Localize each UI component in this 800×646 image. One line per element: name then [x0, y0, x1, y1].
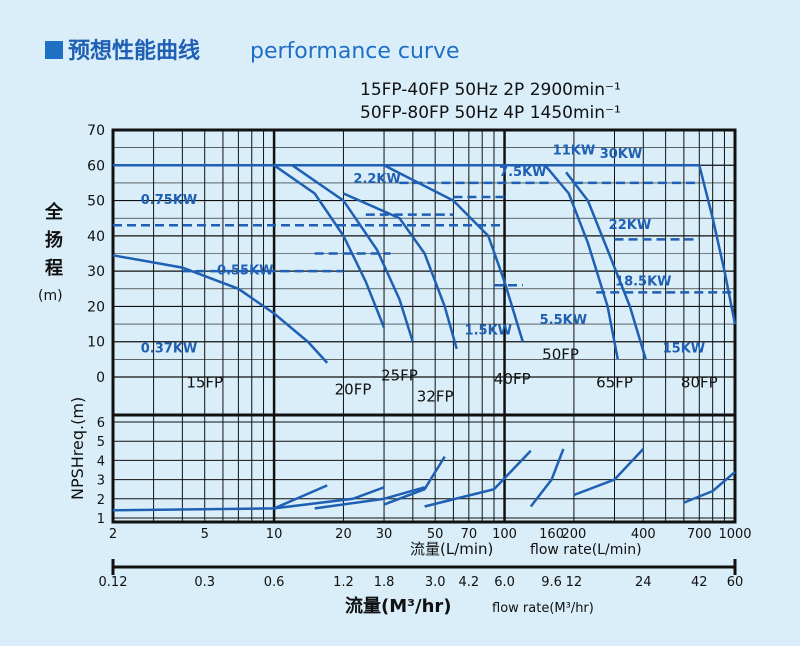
x-bottom-tick-6: 4.2 [458, 575, 479, 590]
title-en: performance curve [250, 39, 460, 64]
y-head-tick-3: 30 [87, 264, 105, 280]
grid [112, 129, 737, 522]
y-npsh-tick-2: 3 [97, 474, 105, 489]
power-label-11: 5.5KW [540, 313, 587, 328]
y-head-tick-6: 60 [87, 158, 105, 174]
x-top-tick-8: 160 [539, 527, 564, 542]
x-bottom-tick-12: 60 [727, 575, 744, 590]
x-bottom-tick-4: 1.8 [374, 575, 395, 590]
power-label-5: 7.5KW [499, 165, 546, 180]
power-label-9: 18.5KW [615, 274, 672, 289]
x-bottom-tick-3: 1.2 [333, 575, 354, 590]
y-npsh-tick-4: 5 [97, 435, 105, 450]
power-label-1: 0.55KW [217, 264, 274, 279]
y-npsh-tick-5: 6 [97, 416, 105, 431]
y-axis-head-unit: (m) [38, 288, 63, 304]
head-curve-40fp [383, 164, 524, 343]
model-label-15fp: 15FP [186, 374, 223, 392]
npsh-curve-25fp [314, 486, 425, 510]
x-bottom-tick-8: 9.6 [541, 575, 562, 590]
x-top-tick-7: 100 [492, 527, 517, 542]
x-top-tick-0: 2 [109, 527, 117, 542]
y-head-tick-0: 0 [96, 370, 105, 386]
x-top-tick-1: 5 [201, 527, 209, 542]
y-npsh-tick-1: 2 [97, 493, 105, 508]
npsh-curve-40fp [424, 449, 532, 508]
x-top-tick-6: 70 [461, 527, 478, 542]
curve-labels: 15FP 20FP 25FP 32FP 40FP 50FP 65FP 80FP 0.37KW 0.… [141, 144, 718, 406]
head-curve-50fp [544, 164, 620, 360]
model-label-20fp: 20FP [335, 381, 372, 399]
x-axis-bottom-unit-en: flow rate(M³/hr) [492, 601, 594, 616]
y-npsh-tick-0: 1 [97, 512, 105, 527]
y-head-tick-4: 40 [87, 229, 105, 245]
power-label-2: 0.75KW [141, 193, 198, 208]
x-top-tick-12: 1000 [718, 527, 751, 542]
y-axis-head-label: 全扬程 [44, 201, 64, 279]
head-curve-15fp [112, 254, 329, 364]
model-label-65fp: 65FP [596, 374, 633, 392]
npsh-curve-80fp [683, 470, 736, 504]
y-axis-npsh-label: NPSHreq.(m) [68, 397, 87, 500]
npsh-curve-20fp [273, 486, 385, 510]
head-curve-80fp [698, 164, 737, 325]
plot-frame [111, 128, 737, 524]
y-head-tick-2: 20 [87, 299, 105, 315]
x-bottom-tick-11: 42 [691, 575, 708, 590]
y-head-tick-7: 70 [87, 123, 105, 139]
power-label-10: 15KW [663, 341, 706, 356]
x-bottom-tick-2: 0.6 [264, 575, 285, 590]
x-top-tick-11: 700 [687, 527, 712, 542]
model-label-80fp: 80FP [681, 374, 718, 392]
model-label-32fp: 32FP [417, 388, 454, 406]
title-square-icon [45, 41, 63, 59]
npsh-curve-50fp [529, 448, 565, 508]
x-bottom-tick-9: 12 [566, 575, 583, 590]
x-bottom-tick-5: 3.0 [425, 575, 446, 590]
model-label-25fp: 25FP [381, 367, 418, 385]
y-npsh-tick-3: 4 [97, 454, 105, 469]
x-axis-bottom-unit-cn: 流量(M³/hr) [345, 595, 452, 617]
power-label-8: 22KW [609, 218, 652, 233]
y-head-tick-1: 10 [87, 335, 105, 351]
x-bottom-tick-0: 0.12 [99, 575, 128, 590]
x-bottom-tick-10: 24 [635, 575, 652, 590]
x-top-tick-2: 10 [266, 527, 283, 542]
x-top-tick-9: 200 [562, 527, 587, 542]
model-label-40fp: 40FP [494, 370, 531, 388]
spec-line-1: 15FP-40FP 50Hz 2P 2900min⁻¹ [360, 80, 621, 100]
x-top-tick-5: 50 [427, 527, 444, 542]
x-axis-top-unit-en: flow rate(L/min) [530, 542, 642, 558]
head-curve-32fp [342, 192, 458, 350]
power-label-7: 30KW [600, 147, 643, 162]
npsh-curve-32fp [383, 455, 446, 506]
x-top-tick-10: 400 [631, 527, 656, 542]
head-curve-65fp [565, 171, 647, 360]
power-label-4: 2.2KW [353, 172, 400, 187]
power-label-6: 11KW [553, 144, 596, 159]
npsh-curve-65fp [573, 448, 645, 497]
x-bottom-tick-1: 0.3 [194, 575, 215, 590]
curves [112, 164, 737, 512]
head-curve-20fp [273, 164, 386, 329]
x-top-tick-3: 20 [335, 527, 352, 542]
power-label-3: 1.5KW [465, 324, 512, 339]
x-axis-top-unit-cn: 流量(L/min) [410, 540, 493, 558]
x-bottom-tick-7: 6.0 [494, 575, 515, 590]
title-cn: 预想性能曲线 [68, 38, 200, 64]
head-curve-25fp [291, 164, 414, 343]
y-head-tick-5: 50 [87, 194, 105, 210]
x-top-tick-4: 30 [376, 527, 393, 542]
model-label-50fp: 50FP [542, 345, 579, 363]
spec-line-2: 50FP-80FP 50Hz 4P 1450min⁻¹ [360, 103, 621, 123]
power-label-0: 0.37KW [141, 341, 198, 356]
